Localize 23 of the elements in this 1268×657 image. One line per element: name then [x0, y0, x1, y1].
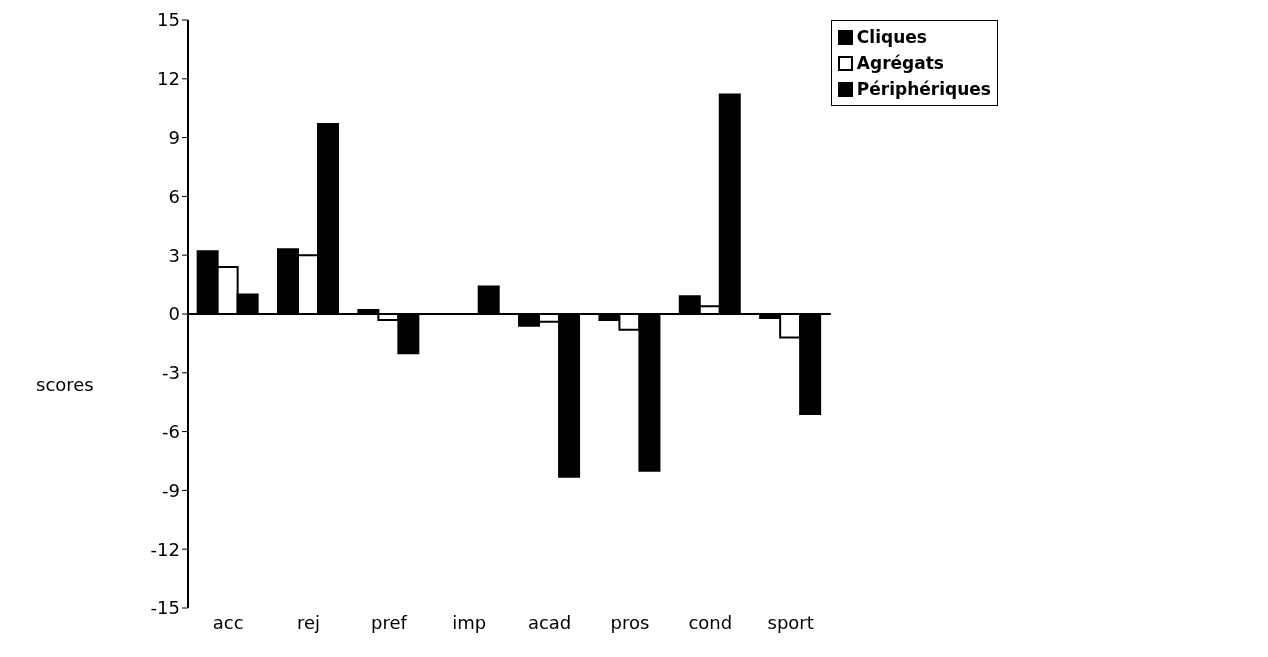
y-tick-label: -12	[150, 538, 180, 560]
x-tick-label: sport	[767, 611, 814, 633]
x-tick-label: pros	[610, 611, 650, 633]
y-tick-label: 9	[168, 126, 180, 148]
x-tick-label: imp	[452, 611, 487, 633]
y-tick-label: -6	[162, 420, 180, 442]
y-tick-label: -3	[162, 362, 180, 384]
x-tick-label: pref	[370, 611, 408, 633]
y-tick-label: 6	[168, 185, 180, 207]
legend-label: Agrégats	[856, 52, 944, 75]
x-tick-label: cond	[688, 611, 733, 633]
y-axis-title: scores	[36, 374, 94, 395]
y-tick-label: -15	[150, 597, 180, 619]
x-tick-label: rej	[296, 611, 321, 633]
y-tick-label: 0	[168, 303, 180, 325]
y-tick-label: 12	[157, 68, 180, 90]
y-tick-label: -9	[162, 479, 180, 501]
x-tick-label: acad	[527, 611, 572, 633]
legend-label: Périphériques	[856, 78, 991, 101]
y-tick-label: 15	[157, 9, 180, 31]
y-tick-label: 3	[168, 244, 180, 266]
legend-label: Cliques	[856, 26, 927, 49]
x-tick-label: acc	[212, 611, 244, 633]
